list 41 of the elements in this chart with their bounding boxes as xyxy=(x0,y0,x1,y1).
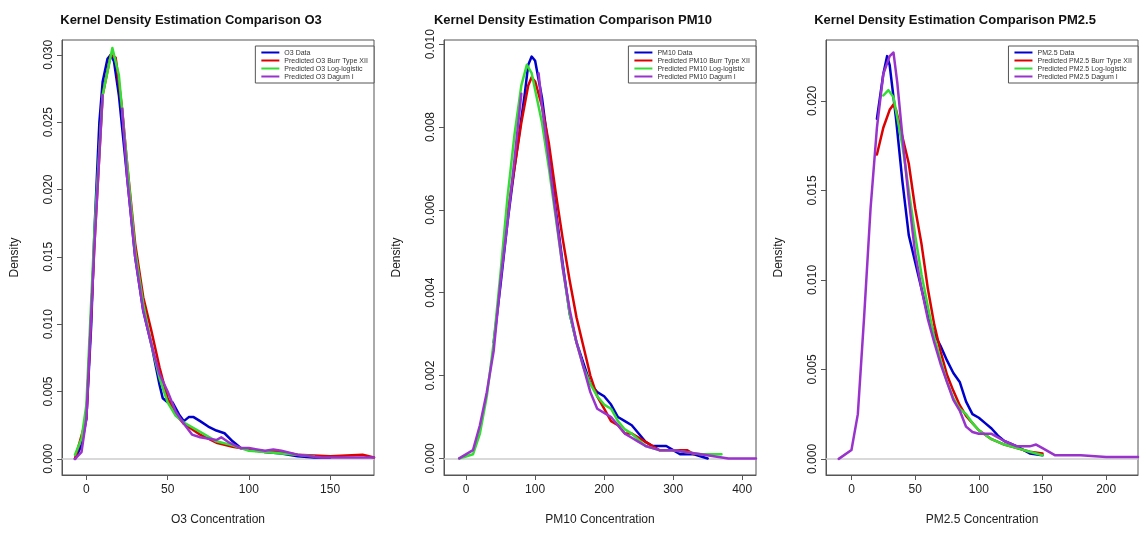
x-axis-title: PM10 Concentration xyxy=(545,512,655,526)
y-tick-label: 0.010 xyxy=(41,308,55,340)
x-tick-label: 300 xyxy=(663,482,684,496)
chart-title: Kernel Density Estimation Comparison PM2.5 xyxy=(814,12,1096,27)
x-tick-label: 200 xyxy=(594,482,615,496)
y-tick-label: 0.006 xyxy=(423,194,437,225)
x-tick-label: 100 xyxy=(968,482,990,496)
y-tick-label: 0.002 xyxy=(423,360,437,391)
x-tick-label: 50 xyxy=(160,482,175,496)
y-tick-label: 0.008 xyxy=(423,111,437,143)
y-axis-title: Density xyxy=(7,237,21,278)
x-tick-label: 150 xyxy=(1032,482,1053,496)
x-tick-label: 400 xyxy=(732,482,753,496)
y-axis-title: Density xyxy=(771,237,785,278)
chart-title: Kernel Density Estimation Comparison O3 xyxy=(60,12,322,27)
y-tick-label: 0.010 xyxy=(423,28,437,60)
y-tick-label: 0.005 xyxy=(41,376,55,407)
x-tick-label: 50 xyxy=(908,482,923,496)
x-tick-label: 100 xyxy=(525,482,546,496)
y-tick-label: 0.020 xyxy=(41,174,55,205)
x-tick-label: 200 xyxy=(1096,482,1117,496)
x-tick-label: 100 xyxy=(238,482,260,496)
x-axis-title: PM2.5 Concentration xyxy=(925,512,1039,526)
y-tick-label: 0.015 xyxy=(805,175,819,206)
y-tick-label: 0.000 xyxy=(805,443,819,474)
y-tick-label: 0.000 xyxy=(423,443,437,474)
y-tick-label: 0.030 xyxy=(41,39,55,70)
y-tick-label: 0.025 xyxy=(41,106,55,138)
x-axis-title: O3 Concentration xyxy=(170,512,266,526)
y-tick-label: 0.010 xyxy=(805,264,819,295)
y-axis-title: Density xyxy=(389,237,403,278)
x-tick-label: 0 xyxy=(83,482,91,496)
x-tick-label: 0 xyxy=(462,482,470,496)
y-tick-label: 0.004 xyxy=(423,277,437,308)
chart-title: Kernel Density Estimation Comparison PM10 xyxy=(433,12,713,27)
y-tick-label: 0.020 xyxy=(805,85,819,116)
y-tick-label: 0.015 xyxy=(41,241,55,272)
y-tick-label: 0.005 xyxy=(805,354,819,385)
x-tick-label: 0 xyxy=(848,482,856,496)
y-tick-label: 0.000 xyxy=(41,443,55,474)
x-tick-label: 150 xyxy=(320,482,341,496)
